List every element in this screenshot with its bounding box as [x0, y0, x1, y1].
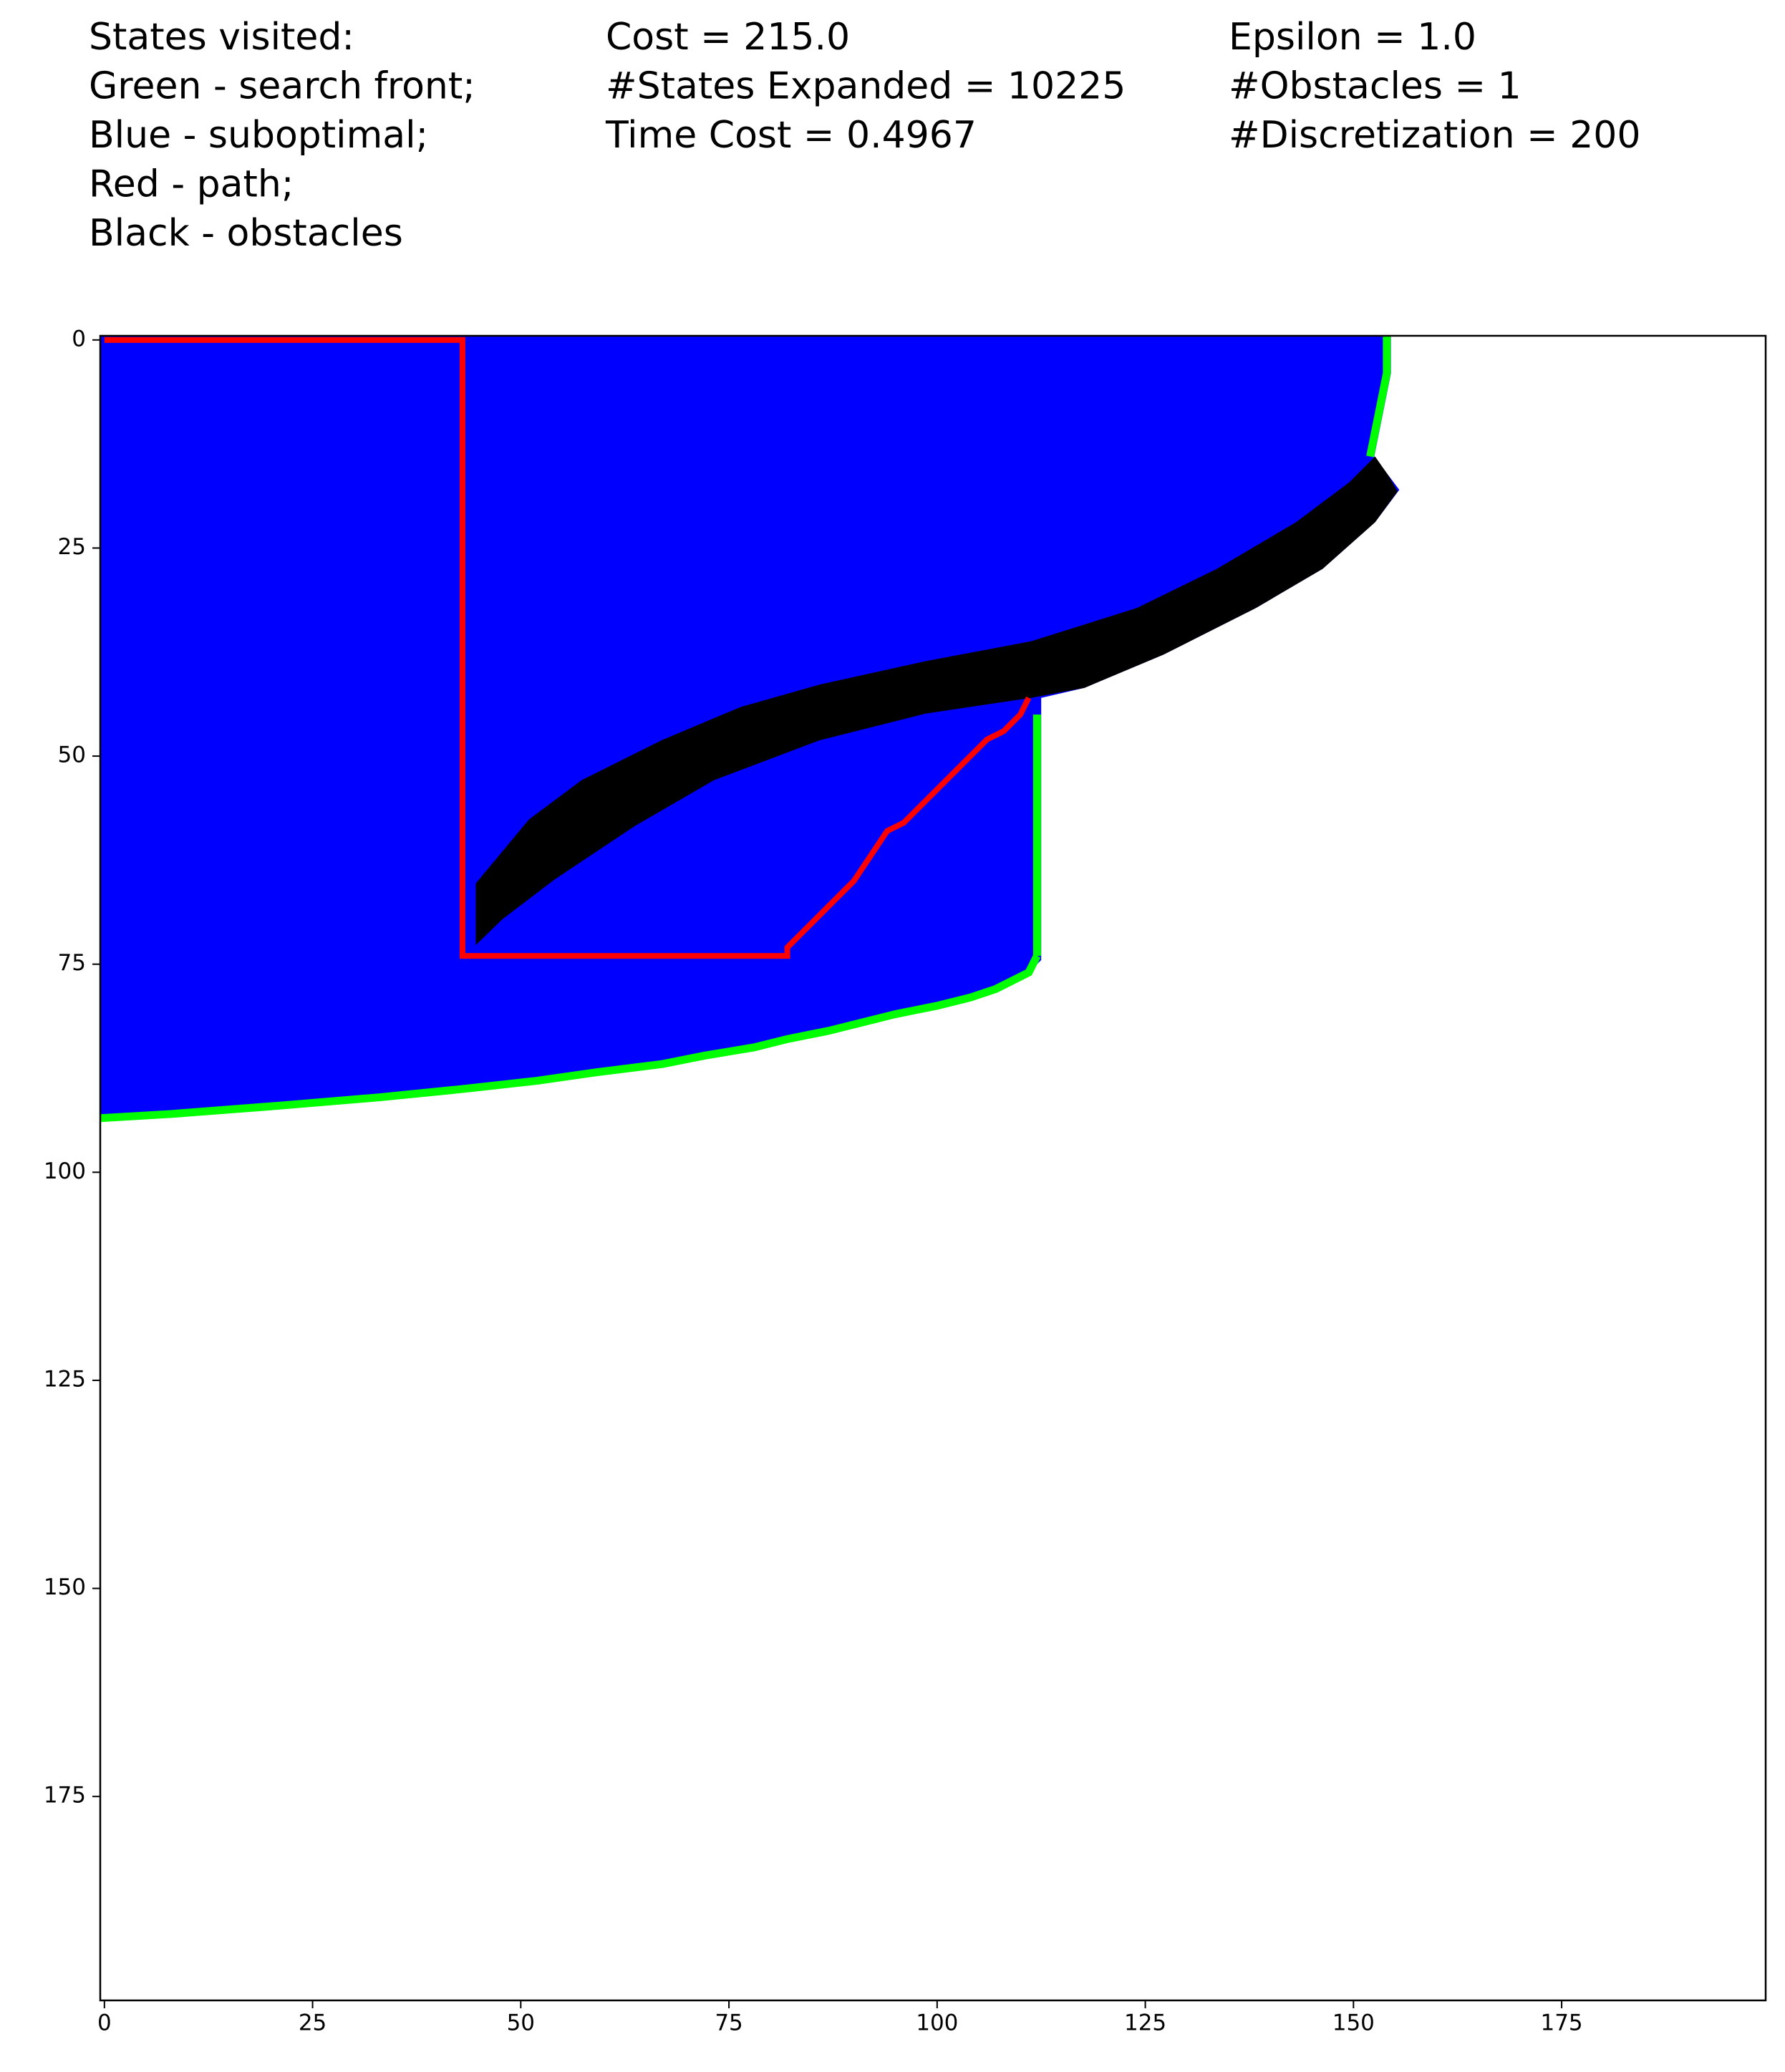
y-tick-label: 0: [72, 326, 86, 352]
header-text: Time Cost = 0.4967: [605, 114, 977, 157]
header-text: Cost = 215.0: [606, 16, 850, 59]
x-tick-label: 125: [1124, 2010, 1166, 2036]
axes: 0 25 50 75 100 125 150 175 0 25 50 75 100 125 150 175: [44, 326, 1767, 2036]
header-text: Black - obstacles: [89, 212, 403, 255]
y-tick-label: 125: [44, 1366, 86, 1392]
x-tick-label: 25: [299, 2010, 326, 2036]
y-tick-label: 175: [44, 1783, 86, 1809]
x-tick-label: 175: [1540, 2010, 1582, 2036]
y-tick-label: 50: [58, 742, 86, 768]
header-text: Green - search front;: [89, 65, 475, 108]
header-text: Epsilon = 1.0: [1229, 16, 1476, 59]
header-text: #Discretization = 200: [1229, 114, 1640, 157]
header-text: Red - path;: [89, 163, 294, 206]
plot-area: [100, 336, 1400, 1123]
axes-frame: [99, 334, 1767, 2002]
x-tick-label: 150: [1332, 2010, 1375, 2036]
path-line: [1366, 336, 1391, 458]
region: [475, 456, 1398, 945]
y-tick-label: 150: [44, 1574, 86, 1600]
header-text: #Obstacles = 1: [1229, 65, 1522, 108]
y-tick-label: 25: [58, 534, 86, 560]
header: States visited: Green - search front; Blue…: [89, 16, 1640, 255]
header-text: States visited:: [89, 16, 354, 59]
path-line: [100, 954, 1041, 1123]
path-line: [104, 337, 1032, 959]
x-tick-label: 100: [916, 2010, 958, 2036]
header-text: #States Expanded = 10225: [606, 65, 1126, 108]
x-tick-label: 75: [715, 2010, 742, 2036]
x-tick-label: 0: [97, 2010, 112, 2036]
y-tick-label: 75: [58, 950, 86, 976]
x-tick-label: 50: [507, 2010, 535, 2036]
y-tick-label: 100: [44, 1158, 86, 1184]
header-text: Blue - suboptimal;: [89, 114, 428, 157]
